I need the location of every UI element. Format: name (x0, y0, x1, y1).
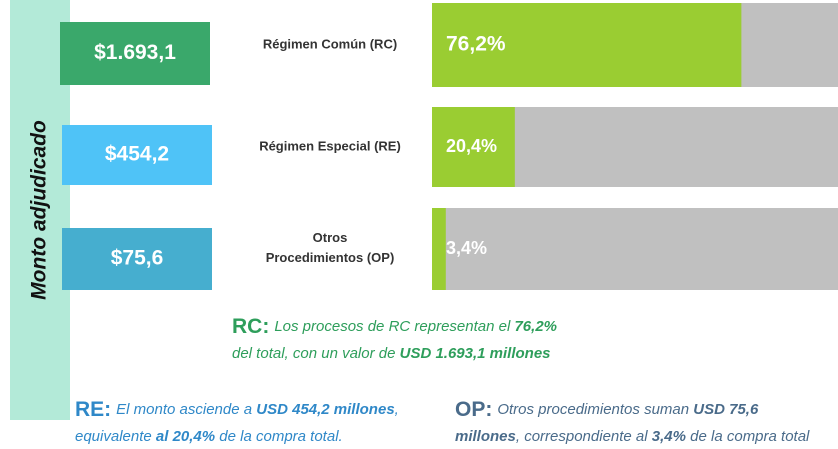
category-line: Otros (313, 230, 348, 245)
amount-label: $454,2 (105, 143, 169, 166)
category-line: Procedimientos (OP) (266, 250, 395, 265)
category-label: Régimen Común (RC) (263, 36, 397, 51)
note-text: de la compra total (686, 428, 810, 445)
bar (432, 208, 446, 290)
note-text: 3,4% (652, 428, 686, 445)
note-text: USD 75,6 (693, 401, 759, 418)
amount-box (62, 125, 212, 185)
note-text: El monto asciende a (116, 401, 256, 418)
bar-track (432, 208, 838, 290)
amount-label: $75,6 (111, 247, 164, 270)
note-text: Los procesos de RC representan el (274, 318, 514, 335)
note-text: de la compra total. (215, 428, 343, 445)
note-text: equivalente (75, 428, 156, 445)
note-text: del total, con un valor de (232, 345, 400, 362)
amount-label: $1.693,1 (94, 41, 176, 64)
bar (432, 107, 515, 187)
note: OP: Otros procedimientos suman USD 75,6 mi… (455, 398, 810, 445)
note-text: USD 454,2 millones (256, 401, 394, 418)
note-text: , (395, 401, 399, 418)
value-label: 3,4% (446, 238, 487, 258)
value-label: 20,4% (446, 136, 497, 156)
bar (432, 3, 742, 87)
note-text: millones (455, 428, 516, 445)
note-key: OP: (455, 398, 492, 421)
amount-box (60, 22, 210, 85)
category-label: Otros Procedimientos (OP) (266, 230, 395, 265)
side-label: Monto adjudicado (28, 120, 51, 300)
category-label: Régimen Especial (RE) (259, 138, 401, 153)
note-text: 76,2% (514, 318, 557, 335)
note-text: , correspondiente al (516, 428, 652, 445)
note: RC: Los procesos de RC representan el 76,… (232, 315, 557, 362)
note-key: RC: (232, 315, 269, 338)
note-text: al 20,4% (156, 428, 215, 445)
note-key: RE: (75, 398, 111, 421)
note-text: USD 1.693,1 millones (400, 345, 551, 362)
value-label: 76,2% (446, 33, 506, 56)
note: RE: El monto asciende a USD 454,2 millone… (75, 398, 399, 445)
note-text: Otros procedimientos suman (497, 401, 693, 418)
amount-box (62, 228, 212, 290)
